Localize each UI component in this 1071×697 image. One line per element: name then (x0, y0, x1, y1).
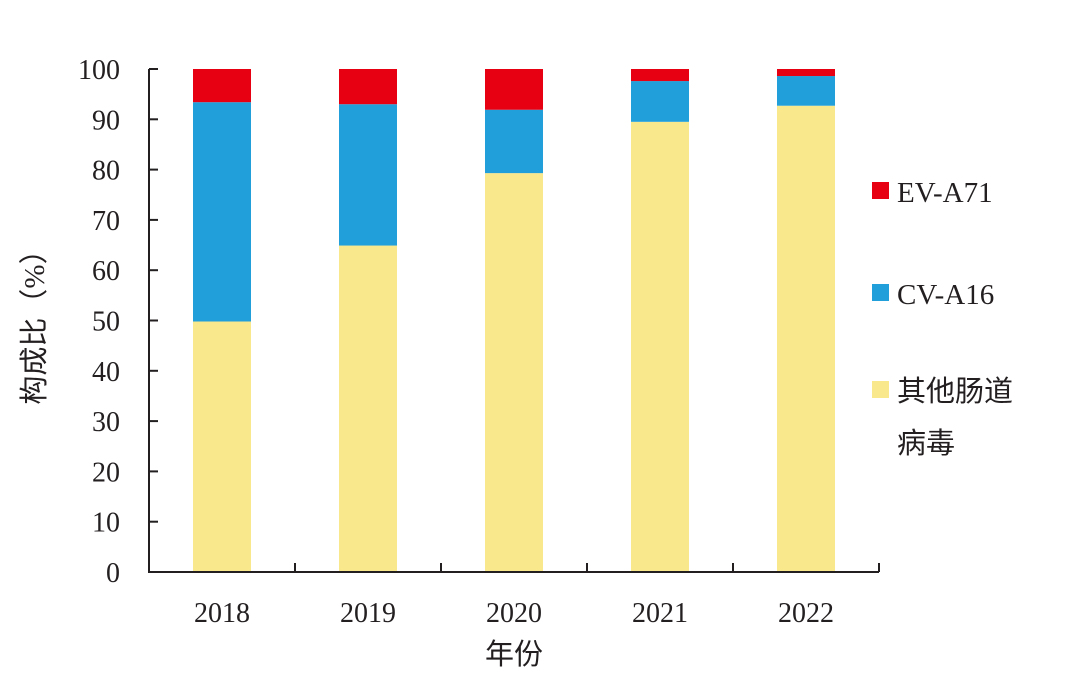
bar-segment (193, 102, 251, 322)
y-tick-label: 50 (92, 307, 120, 338)
bar-segment (631, 121, 689, 572)
y-tick-label: 80 (92, 156, 120, 187)
bars-layer (193, 69, 835, 573)
bar-segment (777, 105, 835, 573)
legend-label: 其他肠道 (897, 375, 1013, 408)
legend-swatch (872, 381, 889, 398)
bar-segment (339, 245, 397, 573)
legend-label: 病毒 (897, 427, 955, 460)
y-axis-title: 构成比（%） (18, 235, 51, 404)
y-tick-label: 20 (92, 457, 120, 488)
x-tick-label: 2021 (632, 598, 688, 629)
x-axis-title: 年份 (485, 638, 543, 671)
bar-segment (485, 109, 543, 174)
bar-segment (777, 76, 835, 106)
x-ticks: 2018 2019 2020 2021 2022 (148, 563, 880, 629)
bar-segment (485, 173, 543, 572)
y-tick-label: 100 (78, 55, 120, 86)
x-tick-label: 2019 (340, 598, 396, 629)
legend-label: EV-A71 (897, 177, 993, 209)
y-tick-label: 0 (106, 558, 120, 589)
bar-segment (631, 69, 689, 82)
y-tick-label: 30 (92, 407, 120, 438)
y-tick-label: 60 (92, 256, 120, 287)
y-tick-label: 10 (92, 508, 120, 539)
legend-swatch (872, 182, 889, 199)
bar-segment (193, 69, 251, 103)
bar-segment (339, 69, 397, 105)
x-tick-label: 2018 (194, 598, 250, 629)
x-tick-label: 2020 (486, 598, 542, 629)
y-tick-label: 70 (92, 206, 120, 237)
y-ticks: 0 10 20 30 40 50 60 70 80 90 100 (78, 55, 158, 589)
bar-segment (193, 321, 251, 572)
x-tick-label: 2022 (778, 598, 834, 629)
legend-swatch (872, 284, 889, 301)
bar-segment (777, 69, 835, 77)
bar-segment (485, 69, 543, 110)
y-tick-label: 40 (92, 357, 120, 388)
bar-segment (339, 104, 397, 246)
y-tick-label: 90 (92, 105, 120, 136)
legend-label: CV-A16 (897, 279, 994, 311)
bar-segment (631, 81, 689, 122)
